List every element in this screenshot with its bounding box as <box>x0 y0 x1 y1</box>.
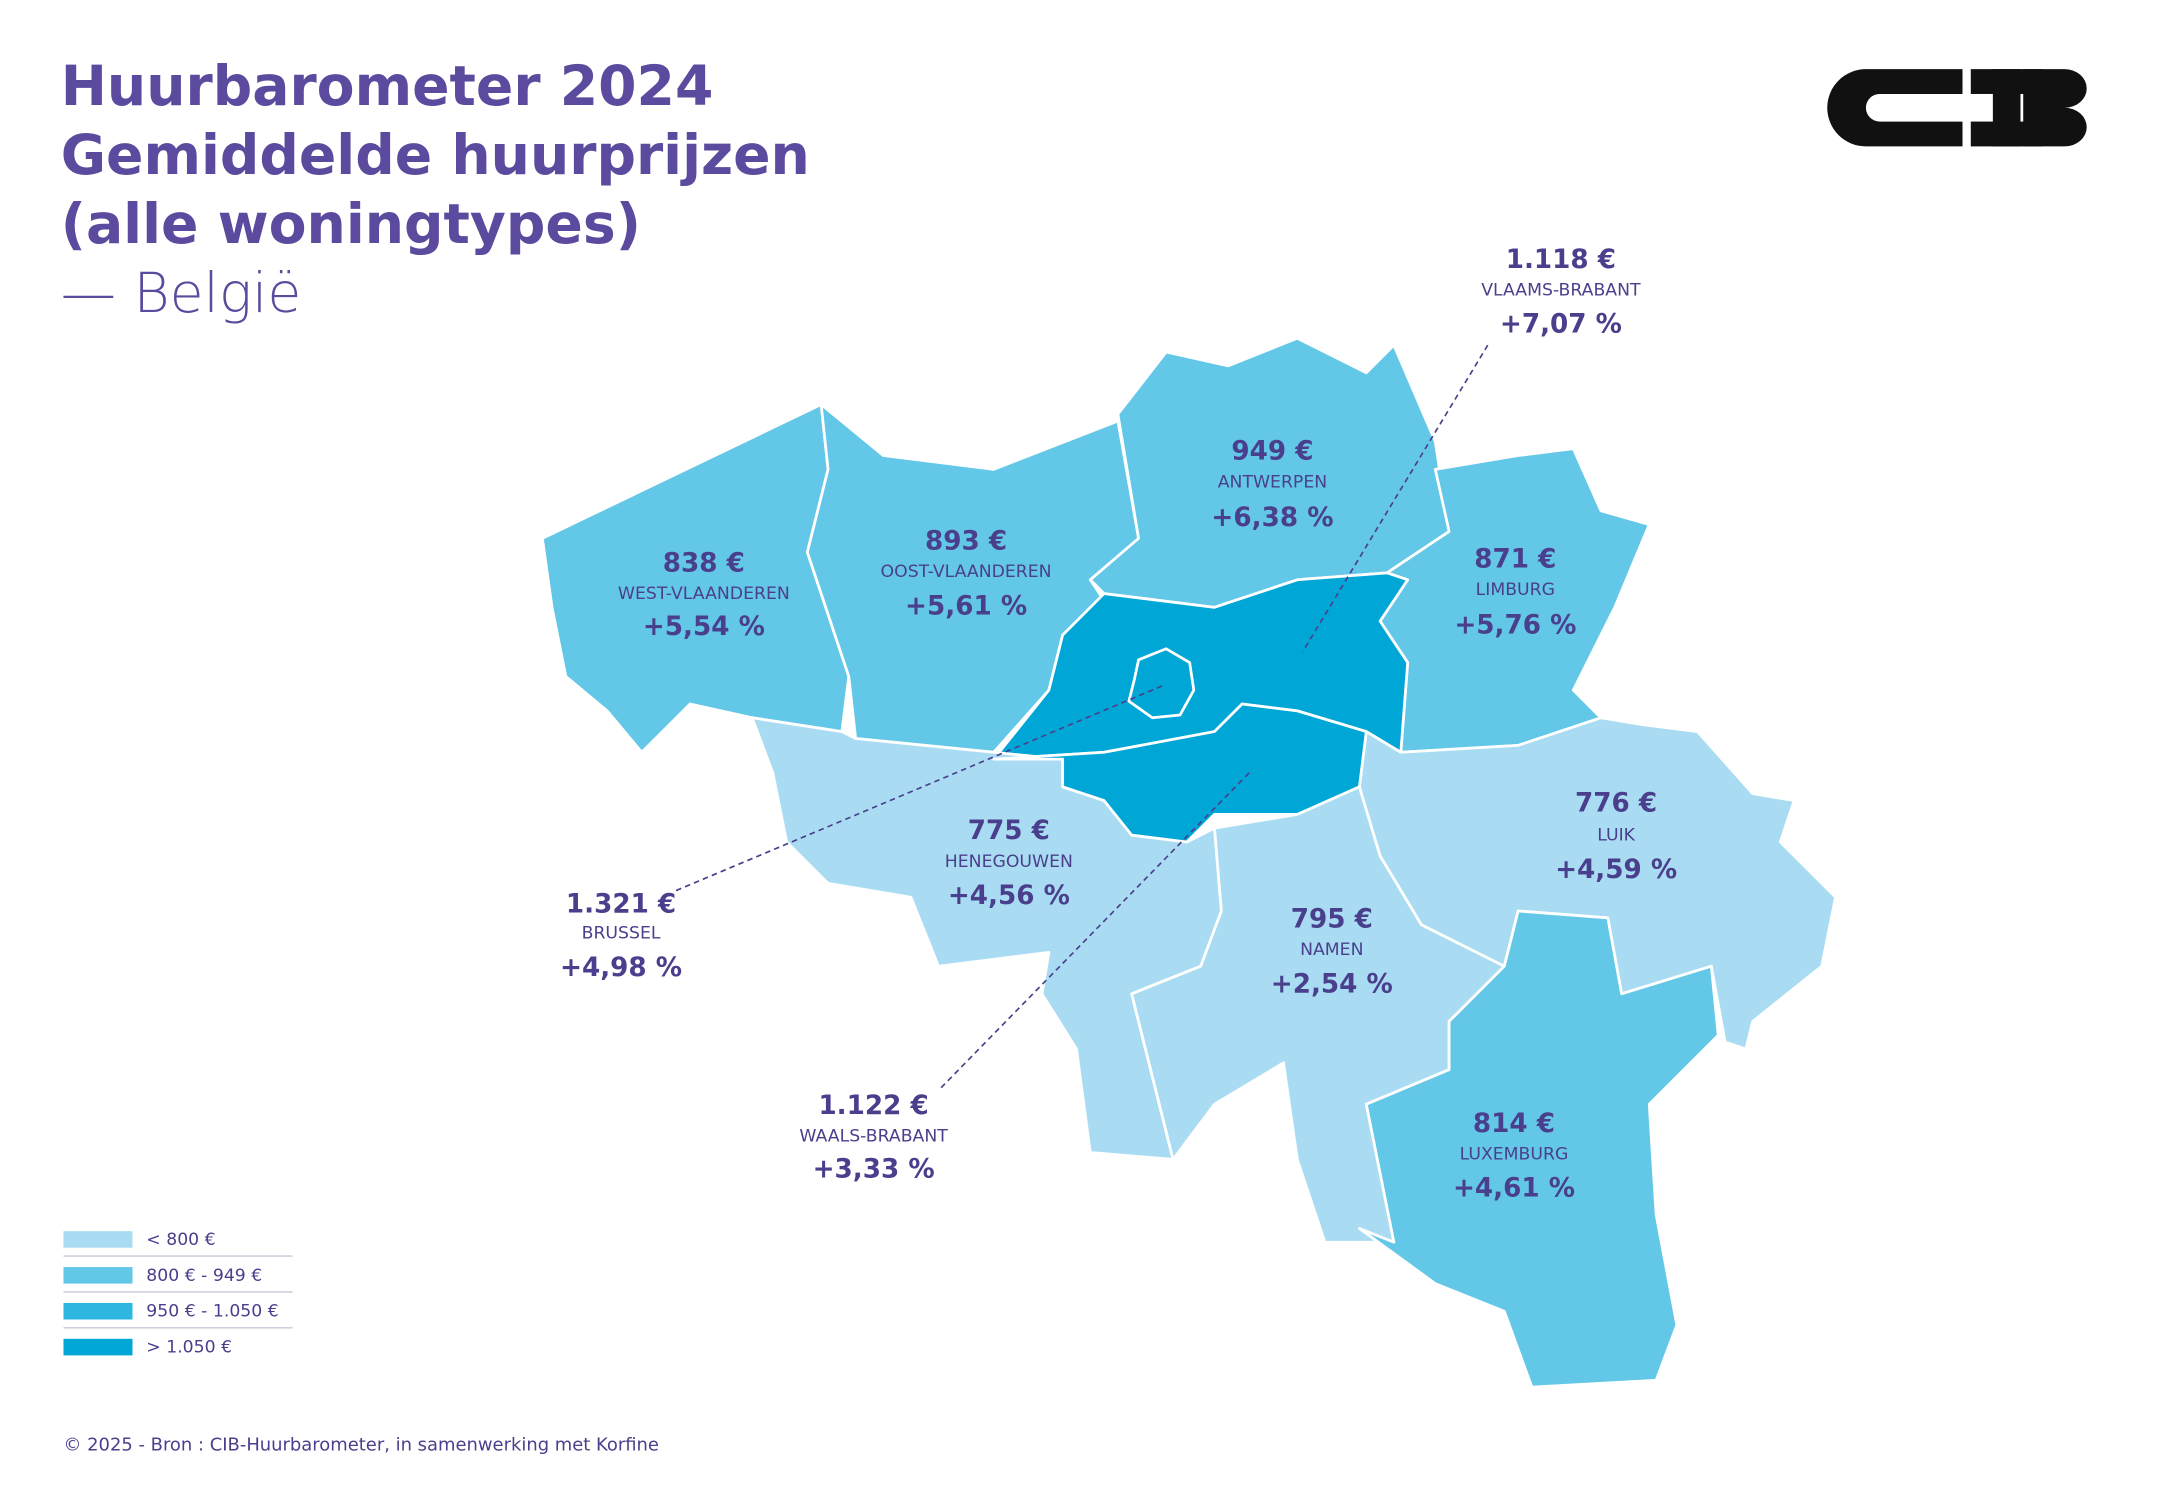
legend-swatch <box>63 1302 133 1320</box>
region-change: +4,61 % <box>1453 1174 1575 1204</box>
region-price: 814 € <box>1473 1109 1555 1139</box>
region-price: 1.122 € <box>818 1091 928 1121</box>
title-line: Huurbarometer 2024 <box>61 55 714 119</box>
region-change: +5,54 % <box>643 612 765 642</box>
region-name: OOST-VLAANDEREN <box>881 562 1052 582</box>
region-name: LUXEMBURG <box>1460 1144 1569 1164</box>
region-price: 795 € <box>1291 905 1373 935</box>
title-line: Gemiddelde huurprijzen <box>61 124 810 188</box>
region-name: BRUSSEL <box>582 924 661 944</box>
region-name: LIMBURG <box>1476 580 1555 600</box>
region-price: 838 € <box>663 548 745 578</box>
region-name: ANTWERPEN <box>1218 472 1327 492</box>
region-price: 1.321 € <box>566 889 676 919</box>
region-waals-brabant <box>992 702 1368 844</box>
map <box>540 336 1837 1389</box>
region-change: +6,38 % <box>1211 503 1333 533</box>
leader-line <box>673 685 1163 893</box>
title-line: (alle woningtypes) <box>61 193 641 257</box>
leader-line <box>937 772 1250 1091</box>
legend-swatch <box>63 1231 133 1248</box>
logo <box>1827 69 2087 147</box>
legend-label: < 800 € <box>146 1230 215 1250</box>
region-price: 776 € <box>1575 789 1657 819</box>
region-name: LUIK <box>1597 826 1635 846</box>
region-change: +3,33 % <box>813 1154 935 1184</box>
region-price: 949 € <box>1231 437 1313 467</box>
legend-swatch <box>63 1267 133 1284</box>
region-name: NAMEN <box>1300 940 1363 960</box>
region-change: +4,59 % <box>1555 855 1677 885</box>
legend-swatch <box>63 1338 133 1356</box>
region-change: +2,54 % <box>1271 969 1393 999</box>
region-change: +4,98 % <box>560 953 682 983</box>
region-price: 775 € <box>968 816 1050 846</box>
region-name: HENEGOUWEN <box>945 852 1073 872</box>
leader-line <box>1302 344 1489 652</box>
region-change: +5,76 % <box>1454 611 1576 641</box>
region-name: WEST-VLAANDEREN <box>618 584 790 604</box>
region-change: +5,61 % <box>905 591 1027 621</box>
region-change: +7,07 % <box>1500 310 1622 340</box>
legend-label: 800 € - 949 € <box>146 1266 262 1286</box>
region-brussel <box>1127 647 1196 720</box>
legend-label: 950 € - 1.050 € <box>146 1302 278 1322</box>
subtitle: — België <box>61 262 302 326</box>
legend-label: > 1.050 € <box>146 1338 232 1358</box>
region-price: 871 € <box>1474 544 1556 574</box>
region-labels: 838 € WEST-VLAANDEREN +5,54 % 893 € OOST… <box>560 245 1677 1204</box>
region-name: VLAAMS-BRABANT <box>1481 280 1641 300</box>
region-price: 1.118 € <box>1506 245 1616 275</box>
legend: < 800 € 800 € - 949 € 950 € - 1.050 € > … <box>63 1230 293 1358</box>
footer-source: © 2025 - Bron : CIB-Huurbarometer, in sa… <box>63 1435 658 1456</box>
region-name: WAALS-BRABANT <box>799 1126 948 1146</box>
region-price: 893 € <box>925 526 1007 556</box>
region-change: +4,56 % <box>948 881 1070 911</box>
region-luxemburg <box>1358 909 1720 1389</box>
